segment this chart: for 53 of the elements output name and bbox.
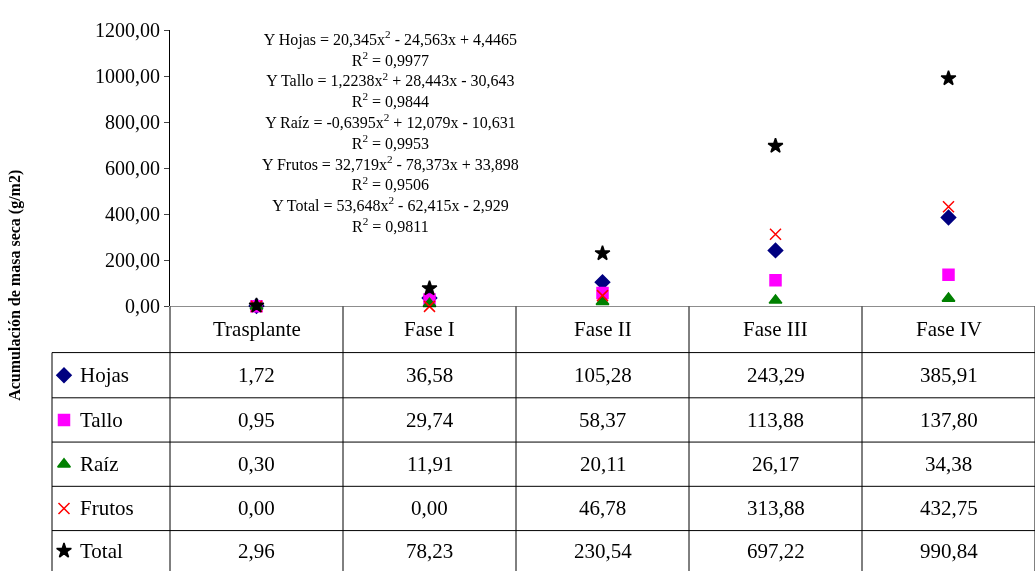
data-label: 230,54: [574, 539, 633, 563]
data-label: 313,88: [747, 496, 805, 520]
y-tick-label: 1200,00: [95, 19, 160, 42]
data-label: 105,28: [574, 363, 632, 387]
data-label: 46,78: [579, 496, 627, 520]
annotation: R$^{2}$ = 0,9811: [352, 215, 429, 235]
data-label: 11,91: [407, 452, 454, 476]
legend-label: Total: [80, 539, 124, 563]
data-label: 432,75: [920, 496, 978, 520]
data-label: 113,88: [747, 408, 804, 432]
y-tick-label: 400,00: [105, 203, 160, 226]
annotation: Y Tallo = 1,2238x$^{2}$ + 28,443x - 30,643: [266, 69, 515, 90]
x-tick-label: Fase IV: [916, 317, 982, 341]
data-label: 243,29: [747, 363, 805, 387]
annotation: Y Hojas = 20,345x$^{2}$ - 24,563x + 4,4465: [263, 28, 518, 49]
y-tick-label: 600,00: [105, 157, 160, 180]
x-tick-label: Fase II: [574, 317, 632, 341]
data-label: 990,84: [920, 539, 979, 563]
data-label: 29,74: [406, 408, 454, 432]
y-axis-title: Acumulación de masa seca (g/m2): [6, 169, 25, 401]
data-label: 36,58: [406, 363, 454, 387]
data-label: 58,37: [579, 408, 627, 432]
data-label: 34,38: [925, 452, 973, 476]
legend-label: Hojas: [80, 363, 129, 387]
annotation: R$^{2}$ = 0,9953: [351, 132, 430, 152]
data-label: 1,72: [238, 363, 275, 387]
annotation: R$^{2}$ = 0,9977: [351, 48, 430, 69]
annotation: Y Frutos = 32,719x$^{2}$ - 78,373x + 33,898: [262, 152, 519, 173]
x-tick-label: Fase I: [404, 317, 455, 341]
y-tick-label: 1000,00: [95, 65, 160, 88]
data-label: 0,95: [238, 408, 275, 432]
data-label: 697,22: [747, 539, 805, 563]
annotation: R$^{2}$ = 0,9844: [351, 90, 430, 111]
y-tick-label: 0,00: [125, 295, 160, 318]
x-tick-label: Fase III: [743, 317, 808, 341]
data-label: 385,91: [920, 363, 978, 387]
legend-label: Frutos: [80, 496, 134, 520]
data-label: 26,17: [752, 452, 800, 476]
data-label: 0,00: [411, 496, 448, 520]
legend-label: Raíz: [80, 452, 119, 476]
legend-label: Tallo: [80, 408, 123, 432]
annotation: Y Total = 53,648x$^{2}$ - 62,415x - 2,929: [272, 194, 509, 215]
x-tick-label: Trasplante: [213, 317, 301, 341]
data-label: 0,30: [238, 452, 275, 476]
annotation: R$^{2}$ = 0,9506: [351, 173, 430, 194]
annotation: Y Raíz = -0,6395x$^{2}$ + 12,079x - 10,631: [265, 111, 516, 131]
data-label: 78,23: [406, 539, 454, 563]
data-label: 2,96: [238, 539, 275, 563]
data-label: 137,80: [920, 408, 978, 432]
y-tick-label: 200,00: [105, 249, 160, 272]
data-label: 20,11: [580, 452, 627, 476]
data-label: 0,00: [238, 496, 275, 520]
y-tick-label: 800,00: [105, 111, 160, 134]
